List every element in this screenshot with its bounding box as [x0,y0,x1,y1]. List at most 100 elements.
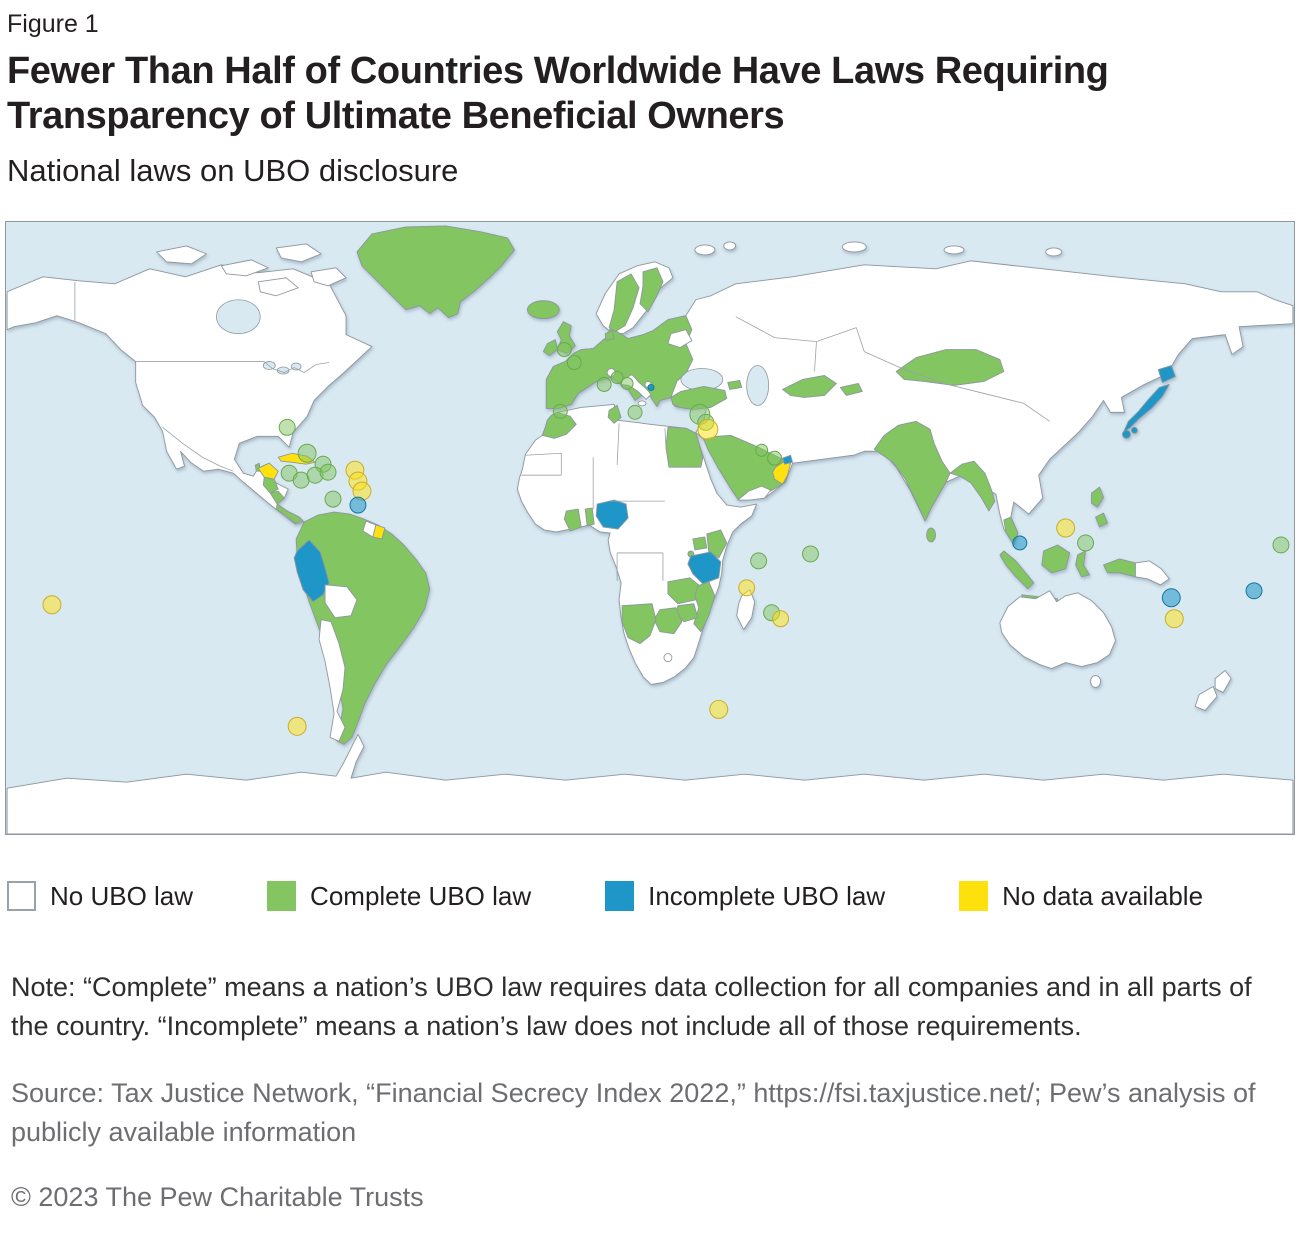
country-india [873,420,951,522]
country-myanmar [949,460,996,512]
legend: No UBO law Complete UBO law Incomplete U… [7,881,1295,912]
figure-label: Figure 1 [7,10,99,38]
marker-liechtenstein [610,370,624,384]
legend-label-incomplete: Incomplete UBO law [648,880,886,911]
country-bolivia [324,584,358,618]
legend-swatch-incomplete [605,881,635,912]
marker-french-polynesia [42,594,62,614]
country-japan [1122,364,1176,439]
arctic-islands [156,243,347,296]
country-ireland [542,338,558,356]
country-nicaragua [262,476,279,494]
country-chile [318,618,346,742]
base-landmasses [6,225,1294,834]
marker-seychelles [750,552,768,570]
country-overlays [254,267,1019,742]
country-tunisia [607,404,622,424]
legend-swatch-complete [267,881,297,912]
marker-bermuda [278,418,296,436]
marker-channel-islands [566,354,582,370]
world-map [5,220,1295,835]
legend-item-no-law: No UBO law [7,881,193,912]
png-east-white [1134,560,1170,585]
marker-maldives [802,545,819,563]
country-sweden [608,273,640,332]
legend-label-complete: Complete UBO law [310,880,532,911]
legend-swatch-no-data [959,881,989,912]
hudson-bay [216,299,261,334]
inland-waters [216,299,770,406]
country-mozambique [693,581,716,632]
tasmania [1090,674,1101,688]
country-borneo [1041,544,1071,573]
marker-monaco [596,376,612,392]
country-kyrgyzstan [839,382,863,396]
marker-marshall-islands [1272,536,1290,554]
marker-israel [697,418,719,440]
marker-malta [627,404,643,420]
marker-bahamas [297,443,317,463]
country-australia [999,590,1116,669]
marker-san-marino [620,376,634,390]
country-new-zealand [1194,669,1232,711]
marker-uae [767,450,783,466]
marker-palau [1056,518,1076,538]
legend-item-no-data: No data available [959,881,1203,912]
country-finland [639,267,664,312]
country-belarus [667,328,693,348]
marker-fr-southern-territories [709,699,729,719]
marker-gibraltar [552,403,568,419]
marker-bahrain [755,443,769,457]
marker-puerto-rico [319,463,337,481]
figure-title: Fewer Than Half of Countries Worldwide H… [7,50,1109,137]
marker-singapore [1012,535,1028,551]
country-lesotho [663,652,673,662]
marker-montenegro [647,383,655,391]
marker-solomon-islands [1161,587,1181,607]
figure-subtitle: National laws on UBO disclosure [7,152,459,188]
caspian-sea [746,364,770,406]
legend-item-incomplete: Incomplete UBO law [605,881,885,912]
marker-trinidad-tobago [349,496,367,514]
country-sulawesi [1075,550,1091,577]
marker-falkland-islands [287,716,307,736]
country-tanzania [687,551,722,584]
legend-label-no-data: No data available [1002,880,1204,911]
country-namibia [621,602,657,644]
marker-curacao [324,490,342,508]
country-sumatra [999,550,1035,589]
island-nation-markers [42,341,1290,736]
country-georgia [727,379,743,390]
antarctica [6,733,1294,834]
country-benin-togo [584,507,595,527]
country-ghana [563,508,582,532]
country-iceland [526,299,560,319]
figure-copyright: © 2023 The Pew Charitable Trusts [11,1182,424,1213]
country-kenya [706,529,728,559]
legend-label-no-law: No UBO law [50,880,194,911]
country-panama [275,503,304,524]
marker-samoa [1245,581,1263,599]
country-philippines-luzon [1091,486,1104,508]
country-uganda [692,536,708,551]
country-egypt [665,426,704,468]
marker-isle-of-man [556,341,572,357]
country-suriname [372,524,386,540]
legend-swatch-no-law [7,881,36,912]
country-turkey [670,385,728,410]
country-saudi-arabia [703,434,791,501]
country-philippines-mindanao [1095,512,1108,528]
figure-note: Note: “Complete” means a nation’s UBO la… [11,971,1252,1041]
country-denmark [604,329,615,341]
oman-musandam-tip [782,454,793,465]
country-greenland [356,225,515,318]
country-peru [293,539,330,602]
marker-vanuatu [1164,608,1184,628]
sicily [637,400,647,407]
legend-item-complete: Complete UBO law [267,881,531,912]
internal-borders [74,281,1050,581]
region-indonesia-philippines [999,486,1170,614]
country-yemen [737,485,772,501]
marker-micronesia [1077,534,1095,552]
